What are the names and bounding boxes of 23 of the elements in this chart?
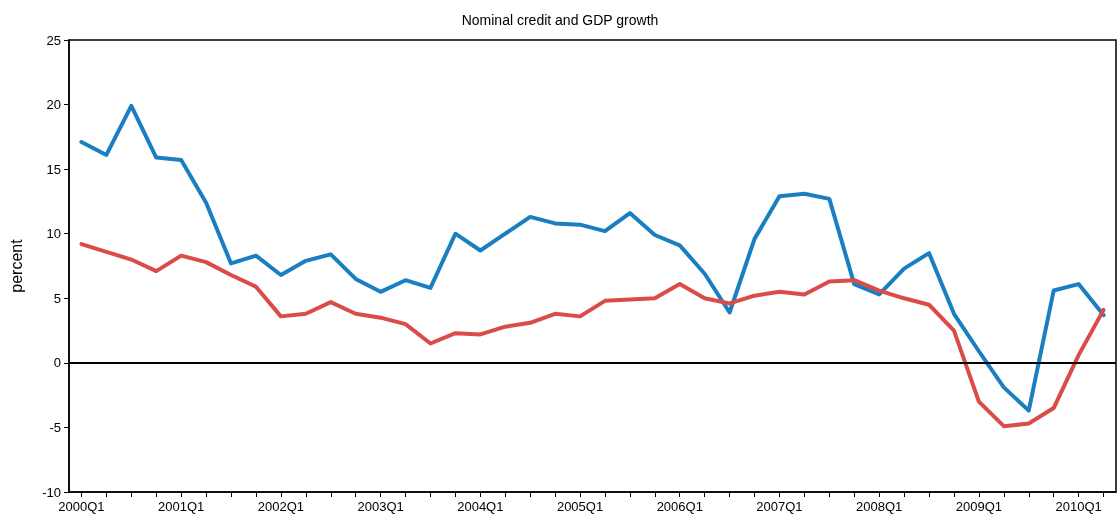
x-tick-label: 2008Q1 <box>856 499 903 514</box>
x-tick-label: 2009Q1 <box>955 499 1003 514</box>
x-tick-label: 2010Q1 <box>1055 499 1102 514</box>
x-tick-label: 2001Q1 <box>158 499 205 514</box>
y-tick-label: 10 <box>46 226 61 242</box>
line-series <box>79 103 1106 413</box>
y-tick-label: -5 <box>49 419 61 435</box>
x-tick-label: 2005Q1 <box>556 499 604 514</box>
x-tick-label: 2003Q1 <box>357 499 404 514</box>
y-axis-title: percent <box>7 238 25 293</box>
x-tick-label: 2007Q1 <box>756 499 803 514</box>
y-tick-label: 20 <box>46 97 61 113</box>
chart-title: Nominal credit and GDP growth <box>461 12 659 28</box>
y-tick-label: 25 <box>46 32 61 48</box>
y-tick-label: 5 <box>53 290 61 306</box>
x-tick-label: 2004Q1 <box>457 499 504 514</box>
x-tick-label: 2006Q1 <box>656 499 703 514</box>
y-tick-label: 15 <box>46 161 61 177</box>
x-tick-label: 2000Q1 <box>58 499 105 514</box>
y-tick-label: -10 <box>42 484 61 500</box>
line-series <box>79 242 1106 429</box>
x-tick-label: 2002Q1 <box>257 499 305 514</box>
y-tick-label: 0 <box>53 355 61 371</box>
